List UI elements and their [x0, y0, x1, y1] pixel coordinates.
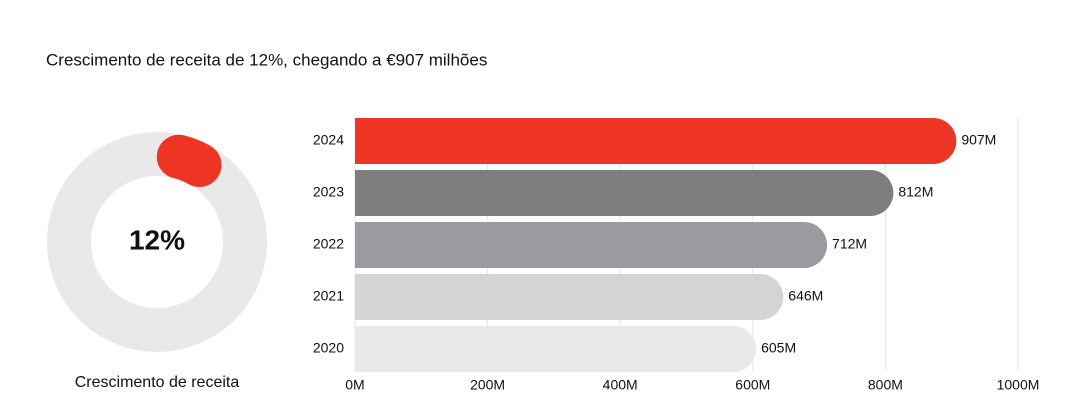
- value-label: 605M: [761, 340, 796, 356]
- bar: [355, 326, 757, 372]
- x-tick-label: 600M: [735, 377, 770, 393]
- x-tick-label: 0M: [345, 377, 364, 393]
- bar: [355, 222, 828, 268]
- x-tick-label: 1000M: [997, 377, 1040, 393]
- x-tick-label: 200M: [470, 377, 505, 393]
- bar: [355, 118, 957, 164]
- x-tick-label: 400M: [603, 377, 638, 393]
- bar: [355, 274, 784, 320]
- value-label: 646M: [788, 288, 823, 304]
- value-label: 712M: [832, 236, 867, 252]
- x-tick-label: 800M: [868, 377, 903, 393]
- y-tick-label: 2023: [313, 184, 344, 200]
- bar: [355, 170, 894, 216]
- y-tick-label: 2021: [313, 288, 344, 304]
- value-label: 907M: [961, 132, 996, 148]
- donut-label: Crescimento de receita: [75, 374, 240, 391]
- donut-arc: [156, 134, 222, 187]
- chart-title: Crescimento de receita de 12%, chegando …: [46, 50, 487, 69]
- value-label: 812M: [898, 184, 933, 200]
- y-tick-label: 2022: [313, 236, 344, 252]
- y-tick-label: 2024: [313, 132, 344, 148]
- donut-value-label: 12%: [129, 224, 185, 255]
- y-tick-label: 2020: [313, 340, 344, 356]
